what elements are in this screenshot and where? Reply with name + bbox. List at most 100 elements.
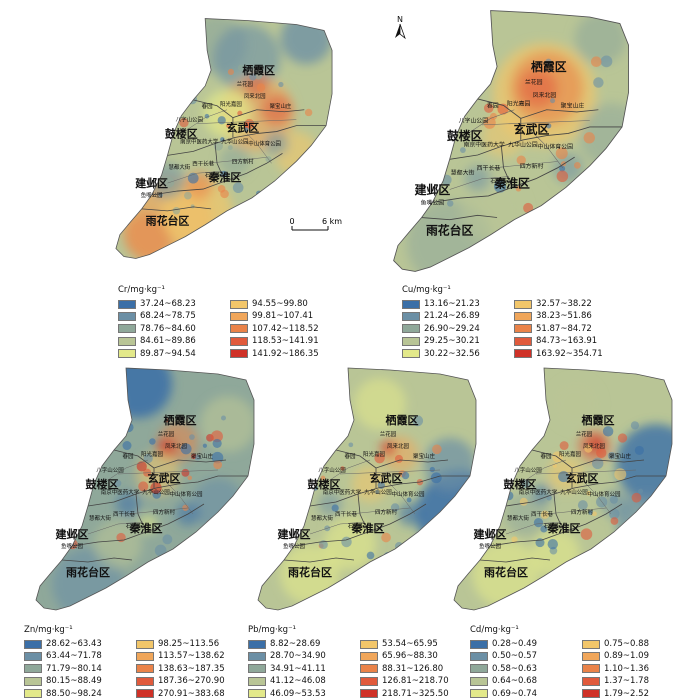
street-line bbox=[481, 120, 590, 126]
legend-range: 0.64~0.68 bbox=[492, 676, 537, 687]
sample-hotspot bbox=[331, 504, 339, 512]
district-boundary bbox=[489, 531, 565, 547]
legend-swatch bbox=[230, 336, 248, 346]
sample-hotspot bbox=[229, 501, 237, 509]
legend-swatch bbox=[248, 652, 266, 662]
place-label: 春园 bbox=[344, 452, 356, 460]
sample-hotspot bbox=[184, 191, 192, 200]
place-label: 鱼嘴公园 bbox=[61, 542, 84, 550]
sample-hotspot bbox=[166, 93, 175, 102]
map-pb: 兰花园 凤来北园 阳光嘉园 聚宝山庄 春园 八字山公园 九华山公园 南京中医药大学 中山体育公园… bbox=[250, 358, 482, 620]
legend-swatch bbox=[402, 324, 420, 334]
sample-hotspot bbox=[182, 504, 189, 511]
legend-item: 187.36~270.90 bbox=[136, 675, 225, 687]
legend-range: 187.36~270.90 bbox=[158, 676, 225, 687]
sample-hotspot bbox=[374, 452, 385, 464]
concentration-zone bbox=[138, 514, 158, 534]
sample-hotspot bbox=[163, 176, 175, 188]
place-label: 南京中医药大学 bbox=[101, 488, 140, 496]
place-label: 兰花园 bbox=[576, 430, 593, 438]
sample-hotspot bbox=[107, 434, 118, 445]
street-line bbox=[323, 459, 371, 485]
legend-swatch bbox=[136, 664, 154, 674]
sample-hotspot bbox=[573, 162, 581, 169]
sample-hotspot bbox=[88, 465, 95, 471]
legend-item: 126.81~218.70 bbox=[360, 675, 449, 687]
sample-hotspot bbox=[577, 500, 588, 511]
place-label: 鱼嘴公园 bbox=[141, 191, 163, 199]
legend-item: 68.24~78.75 bbox=[118, 310, 196, 322]
legend-range: 68.24~78.75 bbox=[140, 311, 196, 322]
legend-swatch bbox=[24, 652, 42, 662]
legend-item: 71.79~80.14 bbox=[24, 663, 102, 675]
legend-range: 218.71~325.50 bbox=[382, 688, 449, 699]
legend-range: 0.58~0.63 bbox=[492, 663, 537, 674]
district-label: 建邺区 bbox=[134, 176, 168, 190]
district-label: 秦淮区 bbox=[351, 521, 385, 535]
sample-hotspot bbox=[610, 517, 619, 525]
legend-range: 138.63~187.35 bbox=[158, 663, 225, 674]
legend-pb: Pb/mg·kg⁻¹ 8.82~28.69 28.70~34.90 34.91~41.… bbox=[248, 624, 468, 700]
district-boundary bbox=[113, 449, 155, 488]
district-label: 秦淮区 bbox=[493, 176, 530, 190]
legend-range: 99.81~107.41 bbox=[252, 311, 314, 322]
district-boundary bbox=[224, 153, 283, 182]
legend-range: 26.90~29.24 bbox=[424, 323, 480, 334]
place-label: 聚宝山庄 bbox=[191, 452, 214, 460]
place-label: 兰花园 bbox=[525, 78, 543, 86]
sample-hotspot bbox=[124, 422, 134, 433]
sample-hotspot bbox=[440, 68, 453, 81]
street-line bbox=[524, 124, 564, 169]
place-label: 慧都大街 bbox=[507, 514, 530, 522]
sample-hotspot bbox=[483, 103, 494, 113]
legend-item: 63.44~71.78 bbox=[24, 650, 102, 662]
street-line bbox=[197, 119, 297, 124]
place-label: 石门街 bbox=[490, 177, 508, 185]
legend-range: 63.44~71.78 bbox=[46, 651, 102, 662]
district-label: 雨花台区 bbox=[288, 565, 332, 579]
legend-item: 38.23~51.86 bbox=[514, 310, 603, 322]
concentration-zone bbox=[116, 492, 140, 516]
district-boundary bbox=[87, 475, 248, 507]
district-boundary bbox=[449, 126, 623, 160]
sample-hotspot bbox=[70, 431, 77, 438]
place-label: 南京中医药大学 bbox=[180, 137, 219, 145]
legend-swatch bbox=[470, 652, 488, 662]
sample-hotspot bbox=[590, 56, 602, 67]
map-cu: 兰花园 凤来北园 阳光嘉园 聚宝山庄 春园 八字山公园 九华山公园 南京中医药大学 中山体育公园… bbox=[385, 6, 635, 276]
legend-swatch bbox=[360, 664, 378, 674]
place-label: 慧都大街 bbox=[168, 163, 190, 171]
sample-hotspot bbox=[171, 65, 184, 78]
legend-column: 13.16~21.23 21.24~26.89 26.90~29.24 29.25~3… bbox=[402, 298, 480, 360]
sample-hotspot bbox=[154, 544, 167, 557]
city-outline bbox=[35, 367, 255, 611]
district-boundary bbox=[293, 531, 369, 547]
place-label: 石门街 bbox=[544, 522, 561, 530]
place-label: 九华山公园 bbox=[142, 488, 170, 496]
sample-hotspot bbox=[401, 471, 410, 480]
district-label: 雨花台区 bbox=[484, 565, 528, 579]
sample-hotspot bbox=[146, 82, 157, 92]
legend-cu: Cu/mg·kg⁻¹ 13.16~21.23 21.24~26.89 26.90~29… bbox=[402, 284, 622, 364]
sample-hotspot bbox=[221, 415, 226, 421]
sample-hotspot bbox=[187, 475, 193, 481]
sample-hotspot bbox=[552, 463, 557, 468]
district-boundary bbox=[421, 214, 498, 221]
legend-swatch bbox=[118, 336, 136, 346]
legend-cd: Cd/mg·kg⁻¹ 0.28~0.49 0.50~0.57 0.58~0.63 0.6… bbox=[470, 624, 690, 700]
sample-hotspot bbox=[608, 508, 620, 520]
legend-item: 65.96~88.30 bbox=[360, 650, 449, 662]
city-outline bbox=[393, 10, 629, 272]
place-label: 春园 bbox=[487, 102, 499, 110]
sample-hotspot bbox=[592, 457, 604, 470]
legend-swatch bbox=[248, 676, 266, 686]
legend-range: 107.42~118.52 bbox=[252, 323, 319, 334]
legend-swatch bbox=[582, 652, 600, 662]
sample-hotspot bbox=[151, 120, 161, 131]
map-cr: 兰花园 凤来北园 阳光嘉园 聚宝山庄 春园 八字山公园 九华山公园 南京中医药大学 中山体育公园… bbox=[108, 6, 338, 271]
sample-hotspot bbox=[638, 488, 644, 494]
north-arrow: N bbox=[392, 14, 408, 44]
sample-hotspot bbox=[545, 58, 552, 65]
